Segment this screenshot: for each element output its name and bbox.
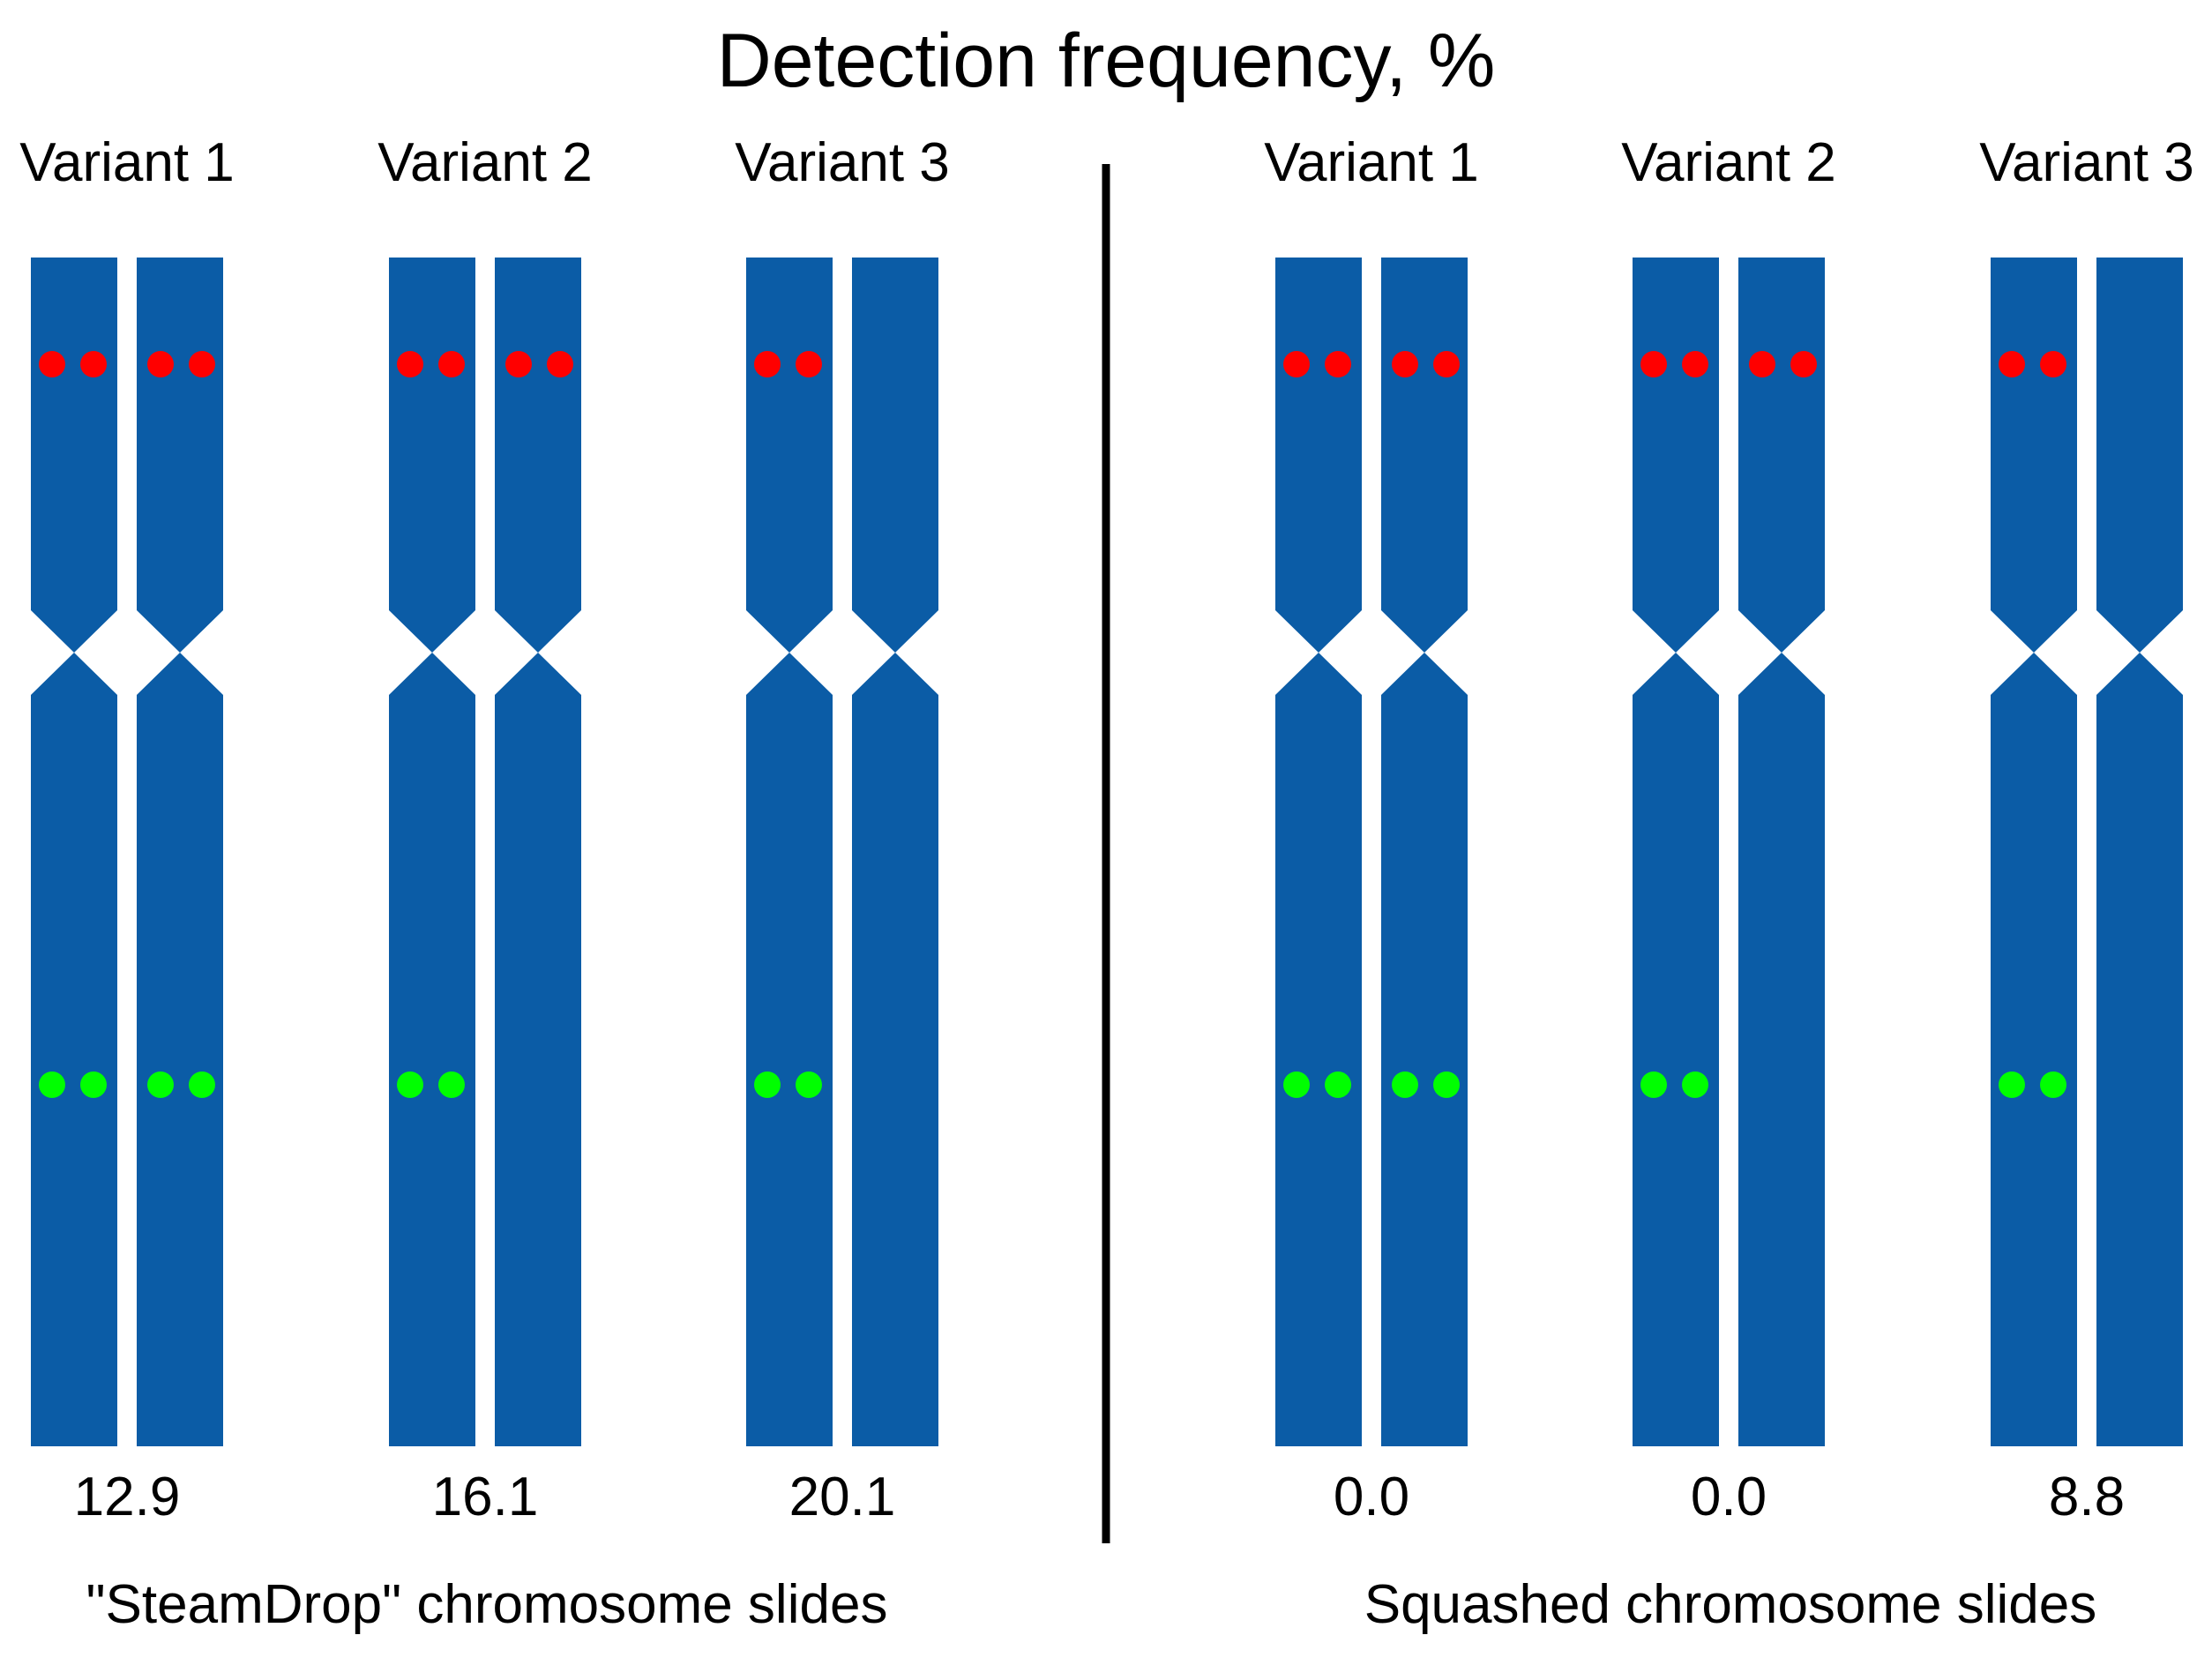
variant-group-3: Variant 3 8.8 (1979, 132, 2194, 1527)
green-signal-dot (438, 1071, 465, 1098)
chromatid (746, 258, 833, 1446)
variant-label: Variant 3 (1979, 132, 2194, 193)
variant-group-2: Variant 2 16.1 (377, 132, 593, 1527)
red-signal-dot (1433, 351, 1460, 377)
red-signal-dot (547, 351, 573, 377)
green-signal-dot (189, 1071, 215, 1098)
frequency-value: 0.0 (1334, 1467, 1409, 1527)
green-signal-dot (80, 1071, 107, 1098)
chromatid (495, 258, 581, 1446)
panels-layer: Variant 1 12.9 Variant 2 16.1 Variant 3 20.1 "… (19, 132, 2194, 1635)
red-signal-dot (189, 351, 215, 377)
green-signal-dot (1999, 1071, 2025, 1098)
red-signal-dot (505, 351, 532, 377)
red-signal-dot (80, 351, 107, 377)
chromatid (389, 258, 475, 1446)
chromatid (2096, 258, 2183, 1446)
chromatid (1275, 258, 1362, 1446)
red-signal-dot (754, 351, 781, 377)
red-signal-dot (1999, 351, 2025, 377)
panel-caption: "SteamDrop" chromosome slides (86, 1574, 888, 1635)
green-signal-dot (754, 1071, 781, 1098)
green-signal-dot (1433, 1071, 1460, 1098)
green-signal-dot (1682, 1071, 1708, 1098)
red-signal-dot (1749, 351, 1775, 377)
red-signal-dot (147, 351, 174, 377)
variant-label: Variant 1 (1264, 132, 1479, 193)
chromatid (1381, 258, 1468, 1446)
panel-steamdrop: Variant 1 12.9 Variant 2 16.1 Variant 3 20.1 "… (19, 132, 950, 1635)
green-signal-dot (1325, 1071, 1351, 1098)
frequency-value: 20.1 (789, 1467, 896, 1527)
frequency-value: 8.8 (2049, 1467, 2125, 1527)
chromatid (852, 258, 938, 1446)
red-signal-dot (1682, 351, 1708, 377)
red-signal-dot (796, 351, 822, 377)
green-signal-dot (39, 1071, 65, 1098)
chromatid (1738, 258, 1825, 1446)
frequency-value: 16.1 (432, 1467, 539, 1527)
red-signal-dot (1283, 351, 1310, 377)
red-signal-dot (2040, 351, 2066, 377)
green-signal-dot (1392, 1071, 1418, 1098)
variant-group-1: Variant 1 12.9 (19, 132, 235, 1527)
green-signal-dot (397, 1071, 423, 1098)
green-signal-dot (147, 1071, 174, 1098)
figure-title: Detection frequency, % (717, 19, 1496, 103)
variant-group-2: Variant 2 0.0 (1621, 132, 1836, 1527)
variant-group-1: Variant 1 0.0 (1264, 132, 1479, 1527)
red-signal-dot (39, 351, 65, 377)
green-signal-dot (1640, 1071, 1667, 1098)
frequency-value: 12.9 (74, 1467, 181, 1527)
chromatid (1633, 258, 1719, 1446)
green-signal-dot (796, 1071, 822, 1098)
panel-squashed: Variant 1 0.0 Variant 2 0.0 Variant 3 8.8 Squa… (1264, 132, 2194, 1635)
green-signal-dot (2040, 1071, 2066, 1098)
variant-group-3: Variant 3 20.1 (735, 132, 950, 1527)
variant-label: Variant 2 (377, 132, 593, 193)
red-signal-dot (438, 351, 465, 377)
variant-label: Variant 2 (1621, 132, 1836, 193)
red-signal-dot (1640, 351, 1667, 377)
panel-caption: Squashed chromosome slides (1364, 1574, 2097, 1635)
chromatid (31, 258, 117, 1446)
green-signal-dot (1283, 1071, 1310, 1098)
variant-label: Variant 1 (19, 132, 235, 193)
red-signal-dot (397, 351, 423, 377)
chromatid (1991, 258, 2077, 1446)
chromatid (137, 258, 223, 1446)
frequency-value: 0.0 (1691, 1467, 1767, 1527)
red-signal-dot (1392, 351, 1418, 377)
red-signal-dot (1790, 351, 1817, 377)
red-signal-dot (1325, 351, 1351, 377)
variant-label: Variant 3 (735, 132, 950, 193)
